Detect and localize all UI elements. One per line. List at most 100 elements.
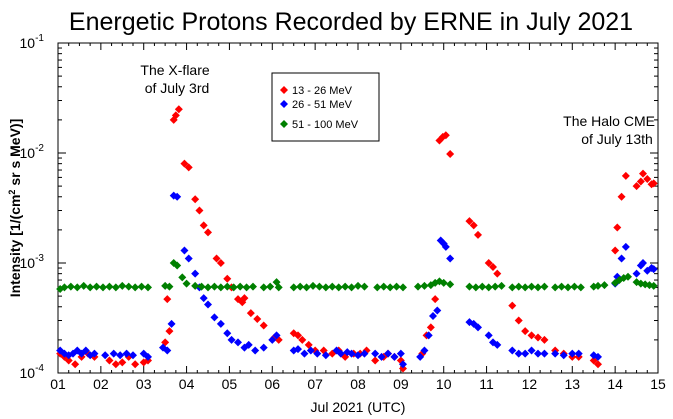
data-point <box>639 259 647 267</box>
data-point <box>328 282 337 291</box>
data-point <box>639 169 647 178</box>
data-point <box>137 282 146 291</box>
data-point <box>390 352 399 361</box>
x-tick-label: 01 <box>50 376 66 392</box>
data-point <box>298 335 307 344</box>
data-point <box>216 283 225 292</box>
data-point <box>514 316 523 325</box>
x-tick-label: 03 <box>136 376 152 392</box>
data-point <box>253 314 262 323</box>
data-point <box>354 351 362 360</box>
data-point <box>236 282 245 291</box>
data-point <box>197 282 206 291</box>
x-tick-label: 11 <box>479 376 494 392</box>
data-point <box>199 221 208 230</box>
data-point <box>195 206 204 215</box>
data-point <box>396 349 405 358</box>
data-point <box>465 217 474 226</box>
data-point <box>309 281 317 290</box>
data-point <box>79 281 88 290</box>
y-axis-label: Intensity [1/(cm2 sr s MeV)] <box>7 119 23 298</box>
data-point <box>433 306 442 315</box>
y-axis-label-start: Intensity [1/(cm <box>7 195 23 298</box>
data-point <box>426 323 435 332</box>
data-point <box>300 349 309 358</box>
data-point <box>551 283 560 292</box>
legend-marker-13-26 <box>280 86 288 94</box>
series-2 <box>56 259 658 294</box>
data-point <box>86 283 95 292</box>
annotation-halo-cme-line1: The Halo CME <box>563 113 655 129</box>
data-point <box>416 352 425 361</box>
y-tick-labels: 10-110-210-310-4 <box>20 33 45 381</box>
x-tick-label: 04 <box>179 376 195 392</box>
legend-item-13-26: 13 - 26 MeV <box>280 85 353 97</box>
data-point <box>118 358 127 367</box>
data-point <box>632 269 641 278</box>
y-tick-exponent: -3 <box>35 253 44 264</box>
data-point <box>60 283 69 292</box>
data-point <box>484 283 493 292</box>
legend-box <box>271 72 380 142</box>
chart-title: Energetic Protons Recorded by ERNE in Ju… <box>69 8 633 36</box>
x-tick-label: 14 <box>607 376 623 392</box>
data-point <box>184 254 193 263</box>
data-point <box>111 360 120 369</box>
data-point <box>643 175 652 184</box>
data-point <box>227 335 236 344</box>
data-point <box>296 282 305 291</box>
data-point <box>617 192 626 201</box>
y-tick-exponent: -4 <box>35 363 44 374</box>
x-tick-label: 07 <box>307 376 323 392</box>
legend-marker-51-100 <box>280 120 288 128</box>
data-point <box>439 278 448 287</box>
data-point <box>184 163 193 172</box>
data-point <box>424 331 433 340</box>
data-point <box>600 281 609 290</box>
data-point <box>527 282 536 291</box>
data-point <box>191 269 200 278</box>
data-point <box>534 333 542 342</box>
data-point <box>360 349 369 358</box>
data-point <box>178 273 187 282</box>
data-point <box>315 282 324 291</box>
data-point <box>471 283 480 292</box>
data-point <box>347 283 356 292</box>
y-tick-label: 10-4 <box>20 363 45 381</box>
data-point <box>429 311 437 320</box>
annotation-halo-cme-line2: of July 13th <box>581 131 653 147</box>
data-point <box>508 301 517 310</box>
data-point <box>557 282 566 291</box>
data-point <box>272 331 281 340</box>
data-point <box>514 349 523 358</box>
data-point <box>204 283 212 292</box>
data-point <box>223 274 232 283</box>
data-point <box>508 346 517 355</box>
data-point <box>302 283 311 292</box>
data-point <box>624 272 632 281</box>
data-point <box>116 351 125 360</box>
data-point <box>180 246 189 255</box>
data-point <box>540 335 549 344</box>
data-point <box>251 346 260 355</box>
data-point <box>493 269 502 278</box>
data-point <box>484 331 493 340</box>
data-point <box>564 283 572 292</box>
data-point <box>559 351 568 360</box>
data-point <box>212 254 221 263</box>
data-point <box>446 280 455 289</box>
annotation-xflare-line2: of July 3rd <box>145 80 210 96</box>
legend-label-13-26: 13 - 26 MeV <box>292 85 353 97</box>
y-tick-label: 10-3 <box>20 253 45 271</box>
data-point <box>240 294 249 303</box>
data-series <box>56 105 658 373</box>
data-point <box>105 282 114 291</box>
data-point <box>347 349 356 358</box>
data-point <box>144 283 152 292</box>
data-point <box>441 131 450 140</box>
y-tick-base: 10 <box>20 145 36 161</box>
data-point <box>521 283 530 292</box>
data-point <box>71 360 80 369</box>
x-tick-label: 06 <box>264 376 280 392</box>
data-point <box>105 356 114 365</box>
